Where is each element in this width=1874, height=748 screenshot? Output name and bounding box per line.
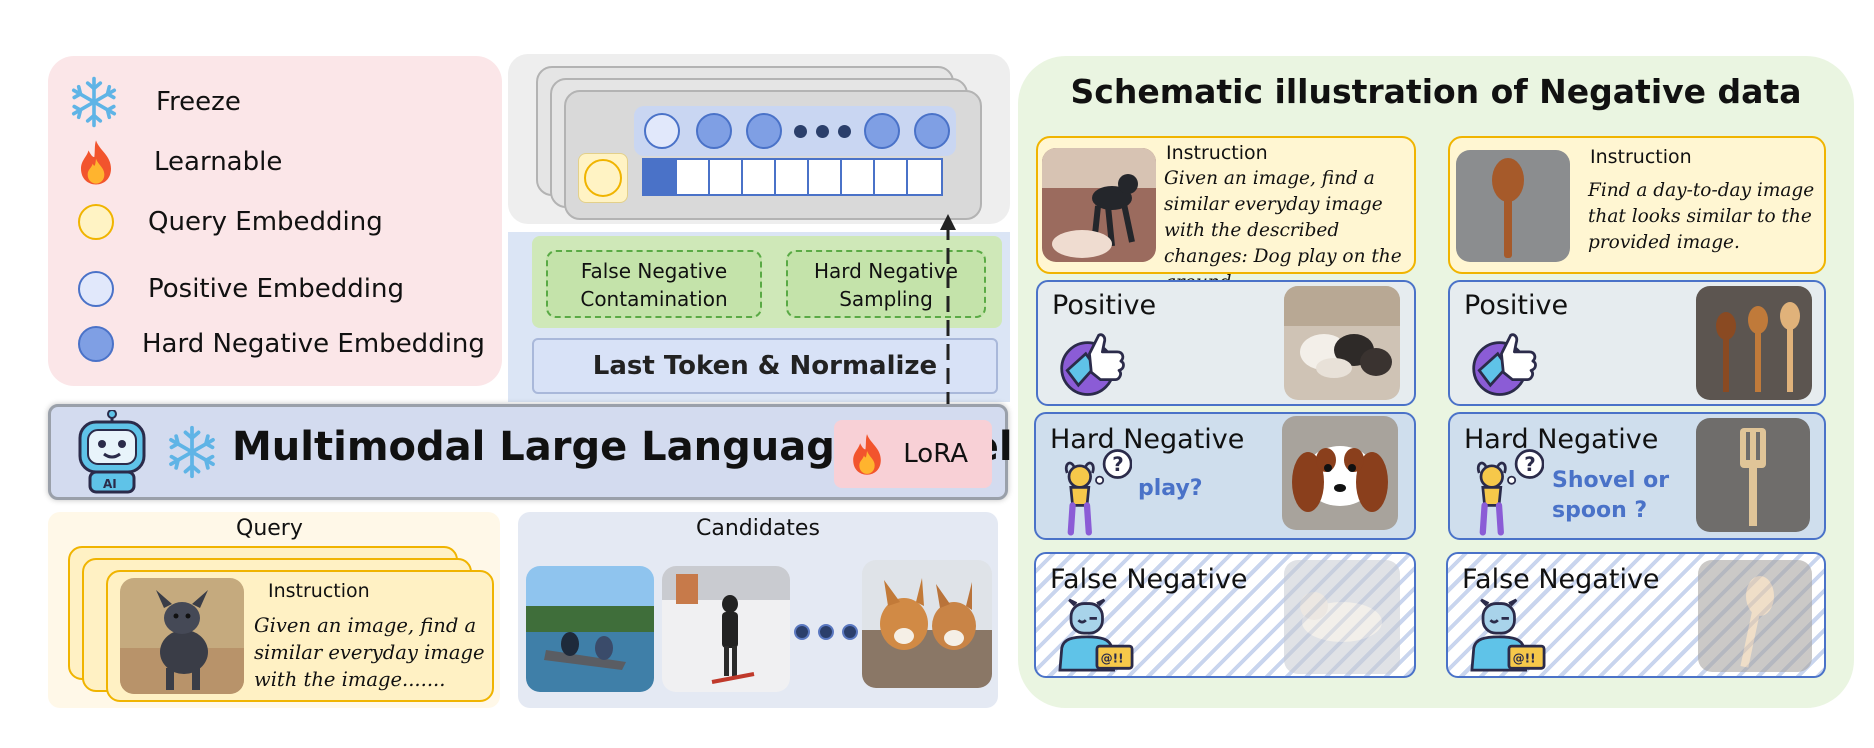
token-cell: [908, 160, 941, 194]
token-cell: [677, 160, 710, 194]
query-label: Query: [236, 516, 303, 541]
legend-learnable: Learnable: [68, 134, 282, 190]
candidate-canoe-photo: [526, 566, 654, 692]
left-hard-negative-dog-photo: [1282, 416, 1398, 530]
ellipsis-dot: [816, 125, 829, 138]
right-hard-negative-label: Hard Negative: [1464, 424, 1659, 455]
negative-strategy-box: False Negative Contamination Hard Negati…: [532, 236, 1002, 328]
false-negative-line1: False Negative: [580, 259, 728, 283]
legend-query-label: Query Embedding: [148, 207, 383, 237]
ellipsis-dot: [794, 125, 807, 138]
legend-freeze-label: Freeze: [156, 87, 241, 117]
hard-negative-embedding-circle: [696, 113, 732, 149]
legend-hard-negative-embedding: Hard Negative Embedding: [68, 316, 485, 372]
query-embedding-circle: [68, 194, 124, 250]
similarity-token-row: [642, 158, 943, 196]
query-embedding-circle: [584, 159, 622, 197]
fire-icon: [68, 134, 124, 190]
lora-label: LoRA: [903, 439, 968, 469]
right-hard-question: Shovel or spoon ?: [1552, 466, 1669, 526]
confused-person-icon: [1472, 446, 1544, 536]
fire-icon: [844, 430, 890, 478]
embedding-circle-row: [634, 106, 956, 156]
right-instruction-text: Find a day-to-day image that looks simil…: [1588, 180, 1815, 253]
ellipsis-dot: [838, 125, 851, 138]
token-cell: [875, 160, 908, 194]
left-positive-label: Positive: [1052, 290, 1157, 321]
positive-embedding-circle: [68, 261, 124, 317]
candidate-skier-photo: [662, 566, 790, 692]
schematic-title: Schematic illustration of Negative data: [1070, 72, 1802, 111]
query-embedding-box: [578, 153, 628, 203]
lora-box: LoRA: [834, 420, 992, 488]
right-instruction-title: Instruction: [1590, 146, 1692, 168]
hard-negative-embedding-circle: [746, 113, 782, 149]
legend-panel: [48, 56, 502, 386]
ellipsis-dot: [794, 624, 810, 640]
left-false-negative-dog-photo: [1284, 560, 1400, 674]
token-cell: [842, 160, 875, 194]
left-query-dog-photo: [1042, 148, 1156, 262]
right-positive-label: Positive: [1464, 290, 1569, 321]
ellipsis-dot: [818, 624, 834, 640]
hard-negative-sampling-box: Hard Negative Sampling: [786, 250, 986, 318]
token-cell: [710, 160, 743, 194]
thumbs-up-icon: [1058, 326, 1132, 400]
hard-negative-embedding-circle: [914, 113, 950, 149]
legend-positive-label: Positive Embedding: [148, 274, 404, 304]
right-hard-negative-spatula-photo: [1696, 418, 1810, 532]
query-puppy-photo: [120, 578, 244, 694]
candidates-label: Candidates: [696, 516, 820, 541]
upward-flow-arrow: [940, 214, 956, 408]
snowflake-icon: [66, 74, 122, 130]
robot-icon: AI: [78, 410, 146, 494]
hard-negative-line1: Hard Negative: [814, 259, 958, 283]
right-positive-spoons-photo: [1696, 286, 1812, 400]
legend-learnable-label: Learnable: [154, 147, 283, 177]
hard-negative-embedding-circle: [68, 316, 124, 372]
legend-positive-embedding: Positive Embedding: [68, 261, 404, 317]
query-instruction-text: Given an image, find a similar everyday …: [254, 614, 485, 691]
right-hard-question-line2: spoon ?: [1552, 498, 1648, 523]
robot-badge-text: AI: [103, 477, 117, 491]
false-negative-contamination-box: False Negative Contamination: [546, 250, 762, 318]
right-hard-question-line1: Shovel or: [1552, 468, 1670, 493]
laptop-person-icon: [1054, 598, 1138, 672]
right-query-spoon-photo: [1456, 150, 1570, 262]
token-cell: [776, 160, 809, 194]
token-cell: [809, 160, 842, 194]
ellipsis-dot: [842, 624, 858, 640]
left-false-negative-label: False Negative: [1050, 564, 1248, 595]
query-instruction-title: Instruction: [268, 580, 370, 602]
hard-negative-embedding-circle: [864, 113, 900, 149]
left-instruction-text: Given an image, find a similar everyday …: [1164, 168, 1402, 293]
confused-person-icon: [1060, 446, 1132, 536]
left-instruction-title: Instruction: [1166, 142, 1268, 164]
candidate-corgis-photo: [862, 560, 992, 688]
false-negative-line2: Contamination: [580, 287, 728, 311]
positive-embedding-circle: [644, 113, 680, 149]
hard-negative-line2: Sampling: [839, 287, 933, 311]
last-token-normalize-box: Last Token & Normalize: [532, 338, 998, 394]
legend-hard-negative-label: Hard Negative Embedding: [142, 329, 485, 359]
token-cell: [644, 160, 677, 194]
left-positive-puppies-photo: [1284, 286, 1400, 400]
token-cell: [743, 160, 776, 194]
legend-query-embedding: Query Embedding: [68, 194, 383, 250]
laptop-person-icon: [1466, 598, 1550, 672]
right-false-negative-label: False Negative: [1462, 564, 1660, 595]
legend-freeze: Freeze: [66, 74, 241, 130]
left-hard-question: play?: [1138, 476, 1203, 501]
left-hard-negative-label: Hard Negative: [1050, 424, 1245, 455]
right-false-negative-spoon-photo: [1698, 560, 1812, 672]
snowflake-icon: [164, 424, 220, 480]
thumbs-up-icon: [1470, 326, 1544, 400]
